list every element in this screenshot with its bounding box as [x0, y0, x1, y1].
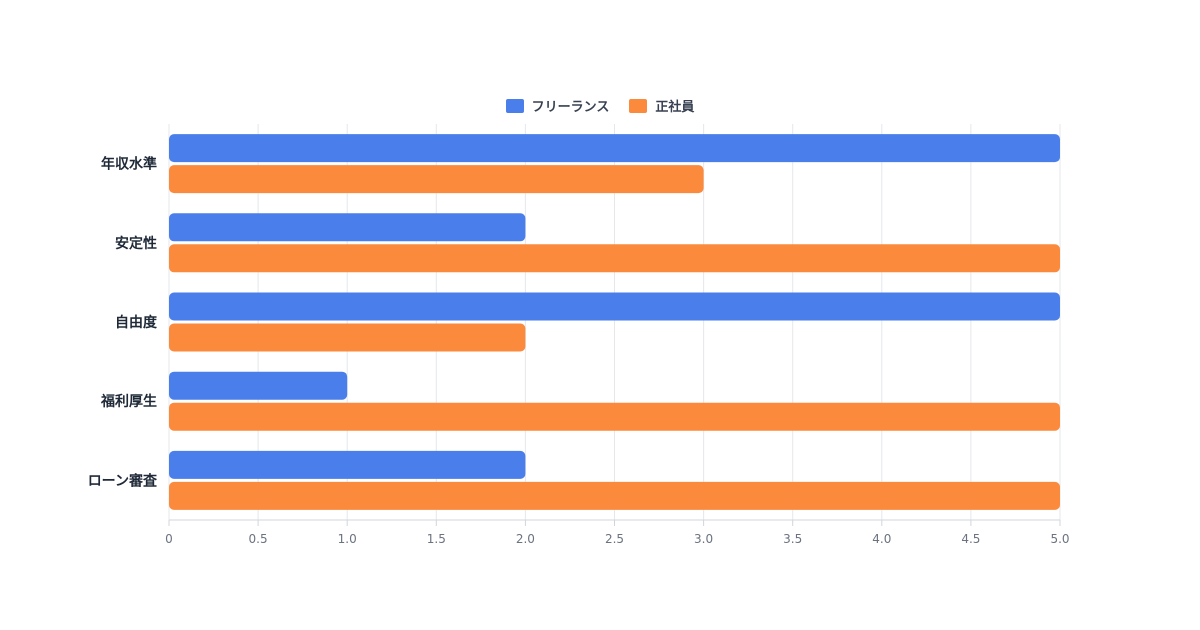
bars [169, 134, 1060, 510]
bar-series-0[interactable] [169, 292, 1060, 321]
legend-swatch-series-1 [629, 98, 648, 113]
x-tick-label: 2.0 [516, 532, 535, 546]
legend-swatch-series-0 [505, 98, 524, 113]
x-tick-label: 0.5 [249, 532, 268, 546]
x-tick-label: 1.0 [338, 532, 357, 546]
x-tick-label: 5.0 [1050, 532, 1069, 546]
bar-series-0[interactable] [169, 213, 526, 242]
bar-series-1[interactable] [169, 481, 1060, 510]
legend-item-series-0[interactable]: フリーランス [505, 96, 610, 115]
category-label: 福利厚生 [100, 393, 157, 410]
bar-series-0[interactable] [169, 371, 348, 400]
legend-item-series-1[interactable]: 正社員 [629, 96, 694, 115]
bar-series-1[interactable] [169, 165, 704, 194]
x-tick-label: 3.0 [694, 532, 713, 546]
bar-series-1[interactable] [169, 244, 1060, 273]
x-tick-label: 4.0 [872, 532, 891, 546]
legend-label-series-1: 正社員 [655, 100, 695, 115]
x-tick-label: 1.5 [427, 532, 446, 546]
x-tick-label: 0 [165, 532, 173, 546]
category-label: 自由度 [115, 314, 158, 331]
bar-series-1[interactable] [169, 323, 526, 352]
bar-series-1[interactable] [169, 402, 1060, 431]
chart-legend: フリーランス 正社員 [0, 96, 1200, 115]
bar-series-0[interactable] [169, 134, 1060, 163]
category-label: 安定性 [115, 235, 157, 252]
x-tick-label: 3.5 [783, 532, 802, 546]
category-label: 年収水準 [101, 156, 157, 173]
bar-series-0[interactable] [169, 450, 526, 479]
category-label: ローン審査 [88, 472, 158, 489]
value-axis: 0 0.5 1.0 1.5 2.0 2.5 3.0 3.5 4.0 4.5 5.0 [165, 532, 1069, 546]
x-tick-label: 2.5 [605, 532, 624, 546]
x-tick-label: 4.5 [961, 532, 980, 546]
legend-label-series-0: フリーランス [531, 100, 610, 115]
